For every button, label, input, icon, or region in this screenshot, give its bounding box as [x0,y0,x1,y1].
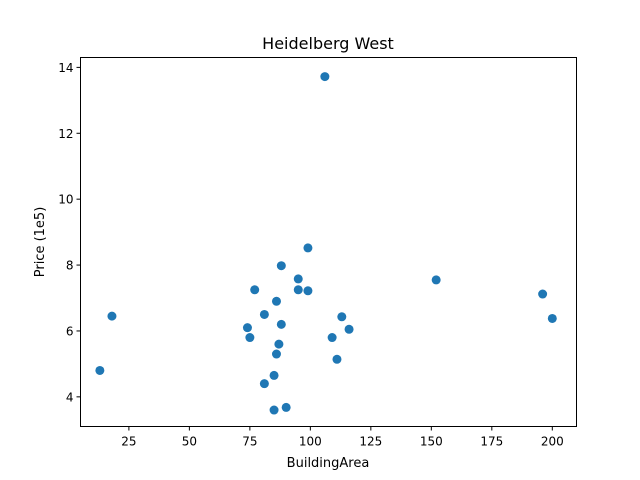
data-point [242,323,252,333]
data-point [269,405,279,415]
x-axis-label: BuildingArea [287,456,370,471]
data-point [431,275,441,285]
y-axis-label: Price (1e5) [33,207,48,278]
x-tick-label: 200 [541,435,564,449]
data-point [245,333,255,343]
x-tick-label: 100 [299,435,322,449]
data-point [281,402,291,412]
plot-frame [80,57,577,427]
x-tick-label: 150 [420,435,443,449]
data-point [320,72,330,82]
x-tick-label: 25 [121,435,136,449]
y-tick-label: 6 [66,324,74,338]
y-axis-ticks: 4 6 8 10 12 14 [58,61,81,404]
data-point [303,286,313,296]
x-tick-label: 75 [242,435,257,449]
x-axis-ticks: 25 50 75 100 125 150 175 200 [121,426,564,449]
data-point [250,285,260,295]
data-point [293,285,303,295]
data-point [269,370,279,380]
data-point [274,339,284,349]
points-layer [95,72,557,415]
data-point [107,311,117,321]
x-tick-label: 50 [182,435,197,449]
data-point [95,365,105,375]
data-point [259,379,269,389]
data-point [538,289,548,299]
data-point [327,333,337,343]
data-point [259,309,269,319]
data-point [271,296,281,306]
data-point [332,354,342,364]
x-tick-label: 175 [480,435,503,449]
chart-title: Heidelberg West [262,34,394,53]
data-point [337,312,347,322]
data-point [293,274,303,284]
y-tick-label: 10 [58,193,73,207]
y-tick-label: 12 [58,127,73,141]
y-tick-label: 8 [66,259,74,273]
y-tick-label: 4 [66,390,74,404]
data-point [547,313,557,323]
x-tick-label: 125 [359,435,382,449]
data-point [271,349,281,359]
data-point [303,243,313,253]
data-point [276,261,286,271]
data-point [276,319,286,329]
data-point [344,324,354,334]
y-tick-label: 14 [58,61,73,75]
